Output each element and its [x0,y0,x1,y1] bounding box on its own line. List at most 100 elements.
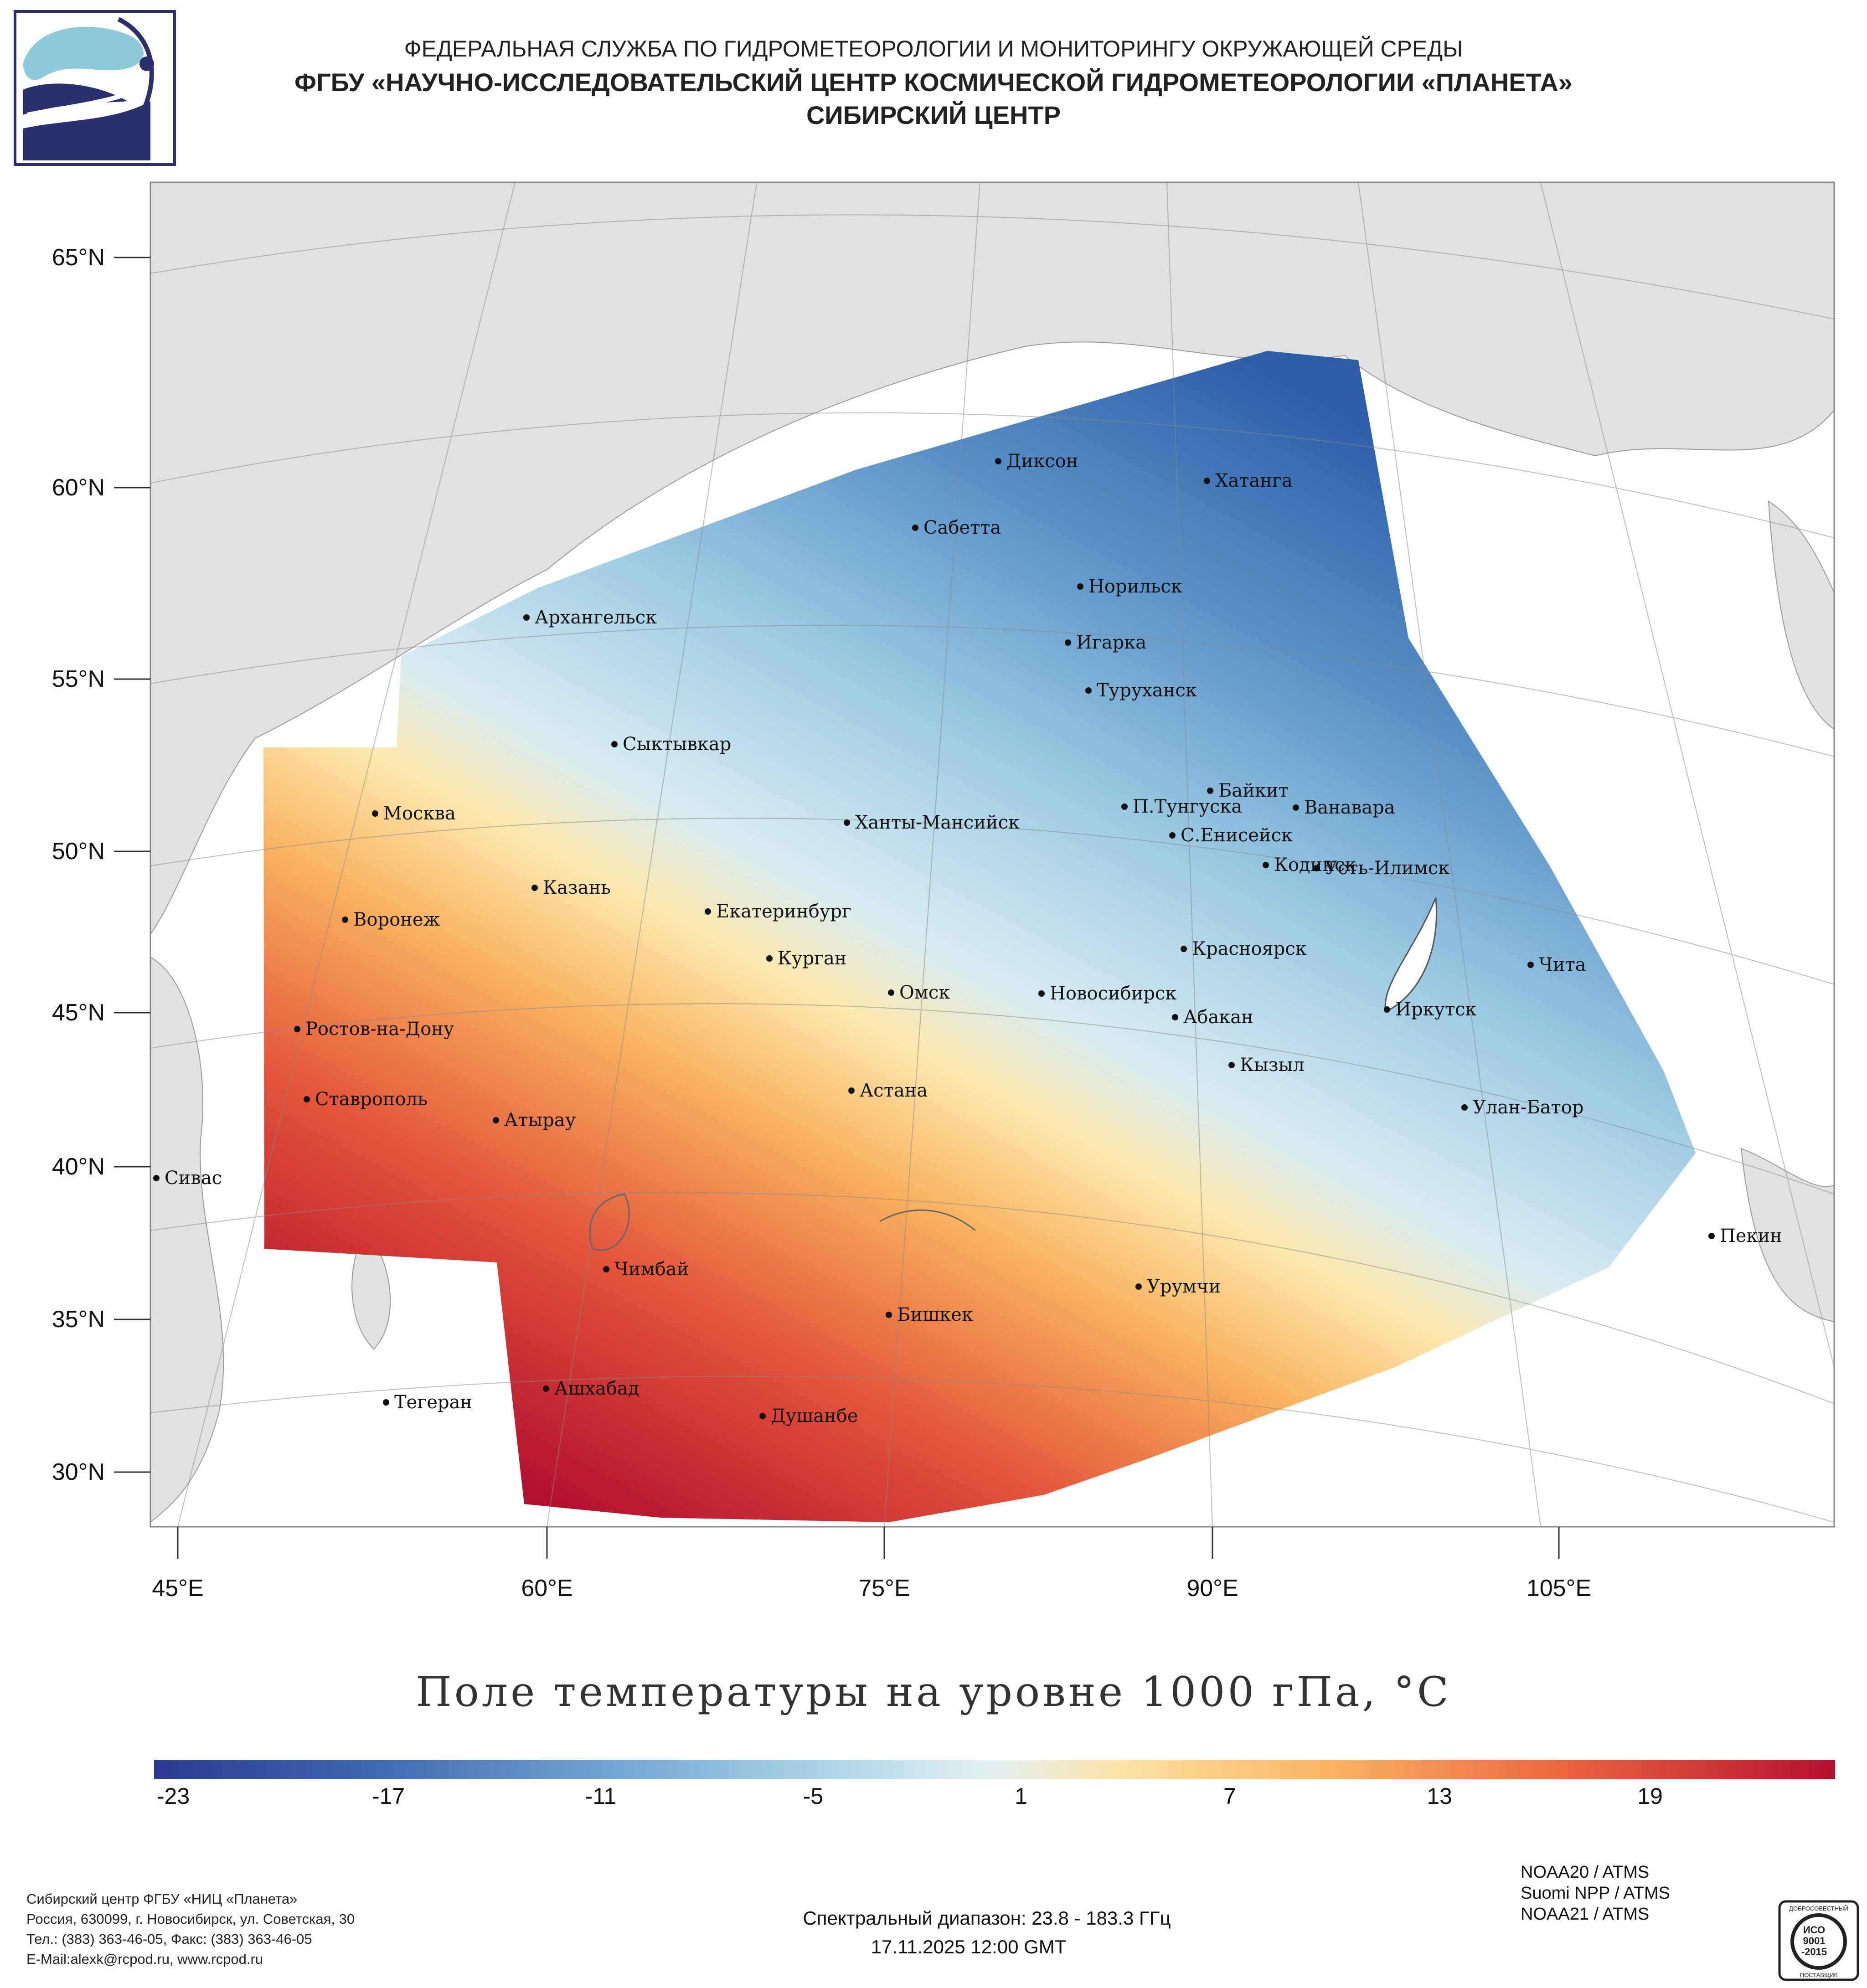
svg-text:Душанбе: Душанбе [771,1406,858,1427]
svg-text:Иркутск: Иркутск [1395,999,1477,1020]
city-ashkhabad: Ашхабад [543,1378,639,1399]
colorbar-tick: -17 [371,1783,405,1809]
svg-text:Екатеринбург: Екатеринбург [716,901,851,922]
svg-text:Урумчи: Урумчи [1147,1276,1221,1297]
svg-text:Кодинск: Кодинск [1274,855,1356,876]
svg-text:С.Енисейск: С.Енисейск [1181,825,1293,846]
city-yekaterinburg: Екатеринбург [705,901,851,922]
svg-text:Абакан: Абакан [1183,1007,1253,1028]
satellite-item: NOAA20 / ATMS [1521,1863,1650,1882]
svg-text:ИСО: ИСО [1803,1924,1825,1936]
svg-text:Улан-Батор: Улан-Батор [1473,1097,1583,1118]
lake-balkhash [879,1209,976,1231]
svg-text:Курган: Курган [778,948,847,969]
city-irkutsk: Иркутск [1384,999,1477,1020]
city-kazan: Казань [531,877,611,898]
svg-text:ДОБРОСОВЕСТНЫЙ: ДОБРОСОВЕСТНЫЙ [1789,1905,1848,1912]
city-dushanbe: Душанбе [759,1406,858,1427]
svg-text:Бишкек: Бишкек [897,1304,973,1325]
axis-ticks [114,257,1560,1559]
svg-text:П.Тунгуска: П.Тунгуска [1133,796,1242,817]
city-syktyvkar: Сыктывкар [611,734,731,755]
city-sivas: Сивас [153,1168,222,1189]
colorbar-tick: 7 [1223,1783,1236,1809]
city-baykit: Байкит [1207,780,1289,801]
city-vanavara: Ванавара [1293,797,1395,818]
city-dikson: Диксон [995,451,1078,472]
svg-text:Архангельск: Архангельск [535,607,657,628]
colorbar-tick: -11 [585,1783,617,1809]
city-tegeran: Тегеран [383,1392,472,1413]
svg-text:9001: 9001 [1803,1935,1826,1947]
address-line: Тел.: (383) 363-46-05, Факс: (383) 363-4… [26,1931,312,1947]
svg-text:Воронеж: Воронеж [353,909,440,930]
svg-text:Новосибирск: Новосибирск [1050,983,1176,1004]
spectral-range: Спектральный диапазон: 23.8 - 183.3 ГГц [803,1907,1171,1929]
lon-label-60: 60°E [521,1575,573,1602]
svg-text:Усть-Илимск: Усть-Илимск [1325,858,1449,879]
lat-label-60: 60°N [52,474,105,501]
data-swath [263,351,1696,1522]
header-institute: ФГБУ «НАУЧНО-ИССЛЕДОВАТЕЛЬСКИЙ ЦЕНТР КОС… [294,68,1573,97]
city-krasnoyarsk: Красноярск [1181,938,1307,959]
svg-text:Норильск: Норильск [1088,576,1182,597]
city-voronezh: Воронеж [342,909,440,930]
lat-label-50: 50°N [52,838,105,865]
header-center: СИБИРСКИЙ ЦЕНТР [806,101,1061,129]
land-masses [150,182,1834,1523]
city-sabetta: Сабетта [912,517,1001,538]
svg-text:Тегеран: Тегеран [394,1392,472,1413]
graticule [150,182,1834,1527]
city-astana: Астана [848,1080,928,1101]
svg-text:Хатанга: Хатанга [1215,470,1293,491]
lat-label-55: 55°N [52,666,105,692]
svg-text:ПОСТАВЩИК: ПОСТАВЩИК [1800,1972,1838,1978]
svg-text:Омск: Омск [899,982,950,1003]
satellite-list: NOAA20 / ATMS Suomi NPP / ATMS NOAA21 / … [1521,1862,1670,1925]
temperature-map: Диксон Хатанга Сабетта Норильск Архангел… [114,181,1835,1559]
city-rostov-na-donu: Ростов-на-Дону [294,1019,454,1040]
lon-label-90: 90°E [1186,1575,1238,1602]
colorbar-tick: 1 [1015,1783,1027,1809]
lat-label-35: 35°N [52,1306,105,1333]
colorbar-tick: 13 [1427,1783,1452,1809]
city-omsk: Омск [888,982,950,1003]
city-chita: Чита [1527,954,1586,975]
city-p-tunguska: П.Тунгуска [1121,796,1242,817]
svg-text:Байкит: Байкит [1218,780,1289,801]
svg-text:Сабетта: Сабетта [923,517,1001,538]
lat-label-30: 30°N [52,1459,105,1485]
satellite-item: NOAA21 / ATMS [1521,1905,1650,1924]
lat-label-40: 40°N [52,1154,105,1180]
lat-label-45: 45°N [52,999,105,1026]
svg-text:Ханты-Мансийск: Ханты-Мансийск [855,812,1020,833]
iso-certification-badge: ДОБРОСОВЕСТНЫЙ ИСО 9001 -2015 ПОСТАВЩИК [1778,1900,1859,1981]
city-atyrau: Атырау [493,1110,576,1131]
address-line: E-Mail:alexk@rcpod.ru, www.rcpod.ru [26,1951,263,1967]
svg-text:Чимбай: Чимбай [614,1259,689,1280]
planeta-logo [14,10,176,166]
city-stavropol: Ставрополь [304,1089,428,1110]
svg-text:Ростов-на-Дону: Ростов-на-Дону [305,1019,454,1040]
lon-label-45: 45°E [152,1575,204,1602]
city-turukhansk: Туруханск [1085,680,1197,701]
city-urumchi: Урумчи [1135,1276,1221,1297]
aral-sea [589,1193,630,1251]
colorbar-tick: -5 [803,1783,824,1809]
lat-label-65: 65°N [52,244,105,271]
contact-address: Сибирский центр ФГБУ «НИЦ «Планета» Росс… [26,1889,355,1969]
city-abakan: Абакан [1172,1007,1253,1028]
city-bishkek: Бишкек [886,1304,973,1325]
svg-text:-2015: -2015 [1801,1946,1827,1957]
timestamp: 17.11.2025 12:00 GMT [871,1936,1067,1957]
city-igarka: Игарка [1065,632,1146,653]
city-chimbay: Чимбай [603,1259,689,1280]
city-pekin: Пекин [1708,1226,1782,1246]
svg-text:Ашхабад: Ашхабад [554,1378,639,1399]
map-frame [150,181,1835,1528]
address-line: Россия, 630099, г. Новосибирск, ул. Сове… [26,1911,355,1927]
svg-text:Атырау: Атырау [504,1110,576,1131]
address-line: Сибирский центр ФГБУ «НИЦ «Планета» [26,1891,298,1907]
satellite-item: Suomi NPP / ATMS [1521,1884,1671,1903]
map-title: Поле температуры на уровне 1000 гПа, °C [416,1668,1451,1716]
